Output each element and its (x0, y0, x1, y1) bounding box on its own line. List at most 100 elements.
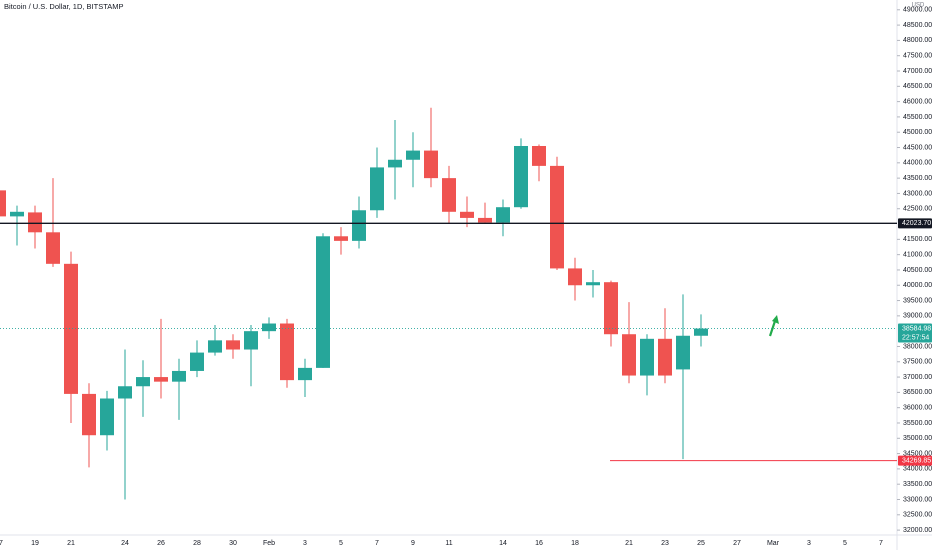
candle-body (262, 323, 276, 332)
candle-body (100, 398, 114, 436)
y-tick-label: 33000.00 (903, 496, 932, 503)
price-label: 42023.70 (902, 220, 931, 227)
y-tick-label: 36000.00 (903, 405, 932, 412)
x-tick-label: 25 (697, 540, 705, 547)
x-tick-label: 28 (193, 540, 201, 547)
y-tick-label: 40500.00 (903, 267, 932, 274)
y-tick-label: 32500.00 (903, 512, 932, 519)
y-tick-label: 38000.00 (903, 343, 932, 350)
y-tick-label: 47000.00 (903, 68, 932, 75)
currency-label: USD (912, 3, 925, 9)
x-tick-label: 21 (625, 540, 633, 547)
x-tick-label: 16 (535, 540, 543, 547)
candle-body (586, 282, 600, 286)
candle-body (694, 328, 708, 336)
candle-body (424, 150, 438, 179)
candle-body (0, 190, 6, 217)
x-tick-label: 27 (733, 540, 741, 547)
y-tick-label: 37000.00 (903, 374, 932, 381)
y-tick-label: 33500.00 (903, 481, 932, 488)
candle-body (550, 165, 564, 269)
x-tick-label: 7 (879, 540, 883, 547)
candle-body (622, 334, 636, 376)
x-tick-label: 18 (571, 540, 579, 547)
candle-body (280, 323, 294, 381)
candle-body (370, 167, 384, 211)
price-label-box (898, 455, 932, 466)
candle-body (568, 268, 582, 286)
x-tick-label: 30 (229, 540, 237, 547)
x-tick-label: 7 (375, 540, 379, 547)
candle-body (496, 207, 510, 223)
price-label: 34269.85 (902, 457, 931, 464)
y-tick-label: 35500.00 (903, 420, 932, 427)
candle-body (334, 236, 348, 241)
candle-body (352, 210, 366, 241)
chart-title: Bitcoin / U.S. Dollar, 1D, BITSTAMP (4, 2, 123, 11)
x-tick-label: Mar (767, 540, 780, 547)
candle-body (388, 159, 402, 168)
candle-body (316, 236, 330, 368)
x-tick-label: 11 (445, 540, 452, 547)
y-tick-label: 40000.00 (903, 282, 932, 289)
candle-body (64, 263, 78, 394)
y-tick-label: 45500.00 (903, 114, 932, 121)
candle-body (82, 393, 96, 436)
x-tick-label: 23 (661, 540, 669, 547)
candle-body (226, 340, 240, 350)
candle-body (514, 145, 528, 208)
trend-arrow (768, 315, 779, 337)
y-tick-label: 48000.00 (903, 37, 932, 44)
candle-body (10, 211, 24, 217)
y-tick-label: 37500.00 (903, 359, 932, 366)
candle-body (442, 178, 456, 212)
candle-body (406, 150, 420, 160)
candle-body (118, 386, 132, 399)
y-tick-label: 36500.00 (903, 389, 932, 396)
y-tick-label: 34000.00 (903, 466, 932, 473)
candle-body (136, 377, 150, 387)
y-tick-label: 34500.00 (903, 450, 932, 457)
last-price-box (898, 323, 932, 343)
x-tick-label: 21 (67, 540, 75, 547)
x-tick-label: 14 (499, 540, 507, 547)
y-tick-label: 44000.00 (903, 160, 932, 167)
arrow-head (772, 315, 779, 324)
x-tick-label: 3 (807, 540, 811, 547)
x-tick-label: 24 (121, 540, 129, 547)
x-tick-label: 3 (303, 540, 307, 547)
y-tick-label: 41000.00 (903, 251, 932, 258)
candle-body (244, 331, 258, 350)
y-tick-label: 46500.00 (903, 83, 932, 90)
y-tick-label: 45000.00 (903, 129, 932, 136)
y-tick-label: 46000.00 (903, 98, 932, 105)
x-tick-label: 9 (411, 540, 415, 547)
y-tick-label: 48500.00 (903, 22, 932, 29)
x-tick-label: Feb (263, 540, 275, 547)
candle-body (298, 367, 312, 381)
candle-body (658, 338, 672, 376)
y-tick-label: 49000.00 (903, 7, 932, 14)
candle-body (190, 352, 204, 371)
candle-body (154, 377, 168, 382)
y-tick-label: 43000.00 (903, 190, 932, 197)
y-tick-label: 44500.00 (903, 144, 932, 151)
y-tick-label: 35000.00 (903, 435, 932, 442)
y-tick-label: 39500.00 (903, 297, 932, 304)
y-tick-label: 47500.00 (903, 53, 932, 60)
candle-body (604, 282, 618, 335)
price-label-box (898, 218, 932, 229)
candle-body (676, 335, 690, 370)
y-tick-label: 43500.00 (903, 175, 932, 182)
candle-body (478, 217, 492, 223)
candle-body (460, 211, 474, 218)
y-tick-label: 39000.00 (903, 313, 932, 320)
candle-body (208, 340, 222, 353)
y-tick-label: 41500.00 (903, 236, 932, 243)
candle-body (46, 232, 60, 264)
candle-body (172, 370, 186, 382)
candle-body (28, 212, 42, 233)
y-tick-label: 42500.00 (903, 206, 932, 213)
